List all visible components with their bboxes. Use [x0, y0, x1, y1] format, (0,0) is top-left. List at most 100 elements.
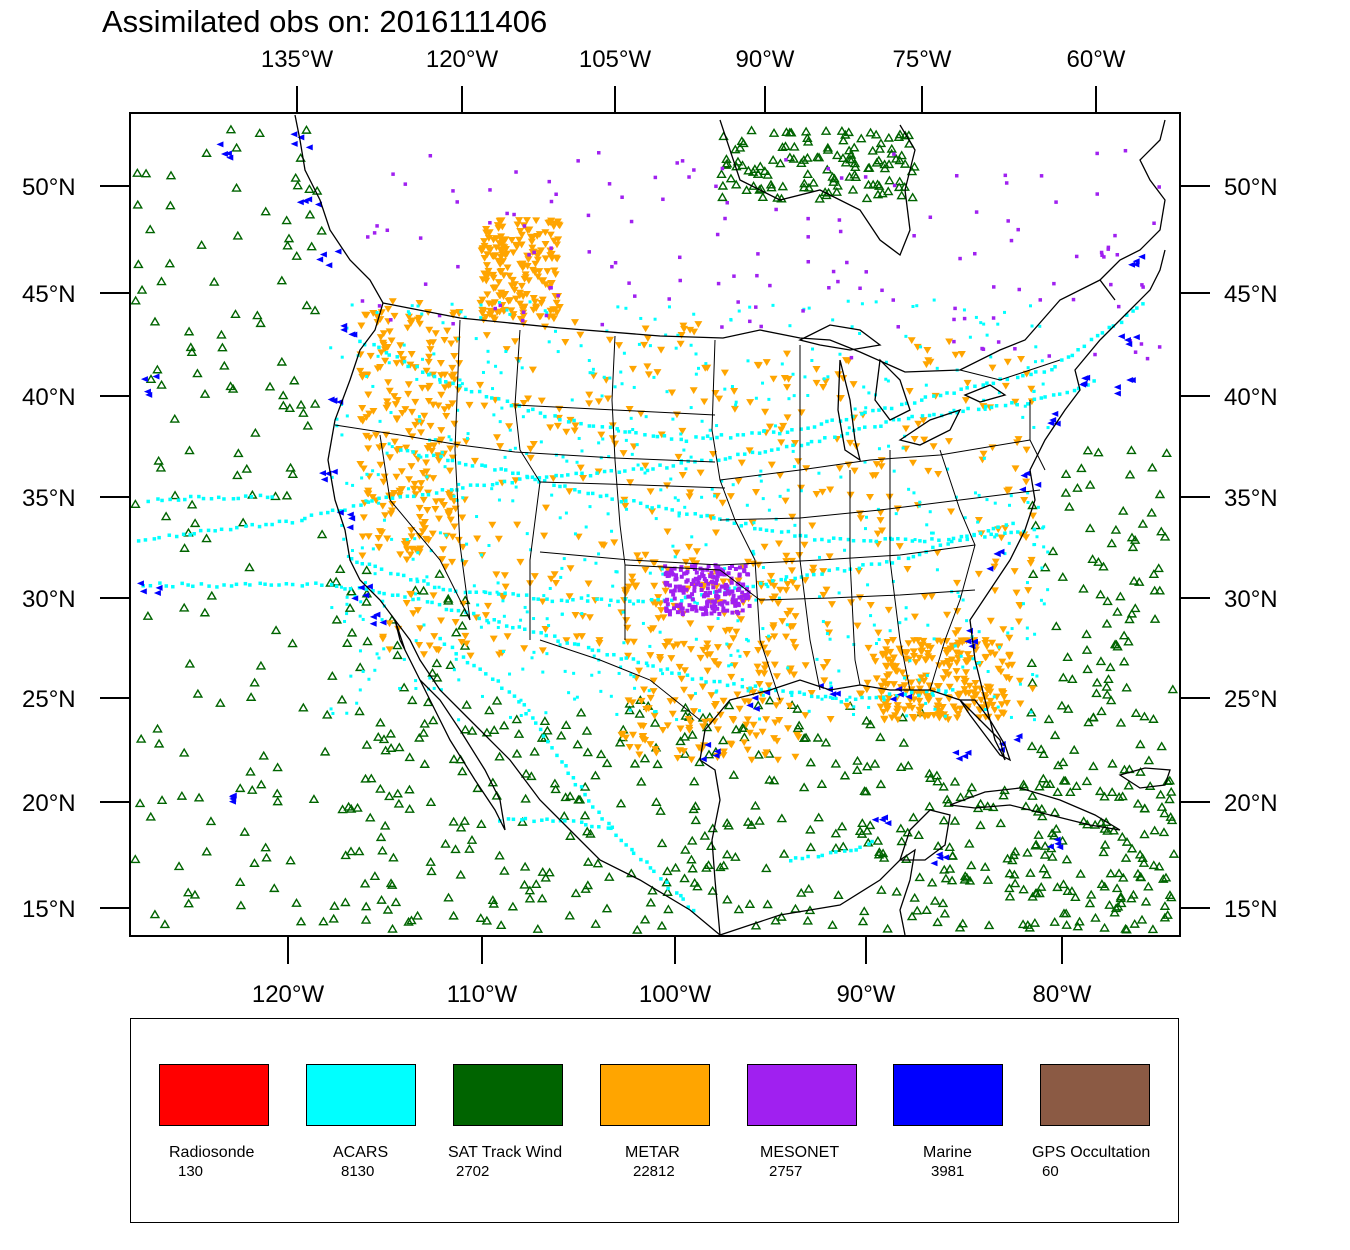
- acars-marker: [508, 312, 512, 316]
- metar-marker: [776, 586, 785, 594]
- sat-track-wind-marker: [767, 154, 779, 164]
- hudson-bay: [719, 119, 916, 257]
- acars-marker: [661, 572, 665, 576]
- metar-marker: [482, 332, 491, 339]
- mesonet-marker: [554, 192, 558, 197]
- acars-marker: [715, 689, 719, 693]
- sat-track-wind-marker: [1008, 850, 1019, 860]
- acars-marker: [632, 385, 636, 389]
- sat-track-wind-marker: [179, 543, 190, 552]
- sat-track-wind-marker: [1113, 792, 1125, 801]
- mesonet-marker: [737, 565, 742, 570]
- acars-marker: [979, 321, 983, 325]
- metar-marker: [443, 327, 452, 335]
- acars-marker: [479, 553, 483, 557]
- mesonet-marker: [747, 603, 752, 608]
- mesonet-marker: [663, 564, 668, 569]
- metar-marker: [426, 422, 435, 430]
- metar-marker: [822, 586, 831, 594]
- acars-marker: [422, 579, 426, 583]
- acars-marker: [675, 891, 679, 895]
- sat-track-wind-marker: [199, 607, 211, 617]
- acars-marker: [180, 581, 184, 586]
- metar-marker: [402, 556, 411, 564]
- metar-marker: [749, 721, 758, 729]
- acars-marker: [817, 471, 821, 475]
- marine-marker: [369, 620, 377, 627]
- metar-marker: [760, 665, 769, 673]
- acars-marker: [497, 620, 501, 624]
- acars-marker: [746, 359, 750, 363]
- acars-marker: [637, 342, 641, 346]
- acars-marker: [983, 407, 987, 411]
- metar-marker: [500, 306, 509, 314]
- acars-marker: [619, 838, 624, 843]
- acars-marker: [525, 452, 529, 456]
- acars-marker: [728, 436, 733, 440]
- acars-marker: [558, 417, 562, 422]
- mesonet-marker: [700, 567, 705, 572]
- metar-marker: [764, 635, 773, 643]
- metar-marker: [415, 642, 424, 649]
- metar-marker: [729, 635, 738, 643]
- acars-marker: [610, 825, 615, 830]
- sat-track-wind-marker: [864, 820, 876, 830]
- metar-marker: [431, 506, 440, 513]
- metar-marker: [635, 667, 644, 675]
- acars-marker: [438, 377, 442, 382]
- acars-marker: [812, 538, 817, 542]
- metar-marker: [539, 277, 548, 285]
- sat-track-wind-marker: [153, 738, 165, 748]
- metar-marker: [640, 686, 649, 694]
- acars-marker: [564, 511, 568, 515]
- sat-track-wind-marker: [1051, 823, 1062, 833]
- sat-track-wind-marker: [1034, 781, 1045, 791]
- mesonet-marker: [716, 565, 721, 570]
- legend-count: 130: [178, 1163, 204, 1180]
- metar-marker: [807, 690, 816, 697]
- metar-marker: [499, 594, 508, 602]
- sat-track-wind-marker: [1004, 883, 1015, 893]
- metar-marker: [783, 581, 792, 588]
- metar-marker: [480, 238, 489, 245]
- mesonet-marker: [694, 582, 699, 587]
- metar-marker: [907, 679, 916, 687]
- acars-marker: [922, 539, 927, 544]
- legend-count: 2702: [456, 1163, 490, 1180]
- acars-marker: [736, 452, 740, 457]
- sat-track-wind-marker: [891, 886, 902, 896]
- mesonet-marker: [1009, 238, 1014, 243]
- metar-marker: [1011, 398, 1020, 406]
- acars-marker: [373, 564, 377, 569]
- mesonet-marker: [705, 600, 710, 605]
- acars-marker: [767, 634, 771, 638]
- acars-marker: [572, 642, 577, 646]
- sat-track-wind-marker: [318, 916, 329, 926]
- acars-marker: [676, 333, 680, 337]
- metar-marker: [908, 714, 917, 721]
- acars-marker: [694, 372, 698, 376]
- metar-marker: [888, 662, 897, 670]
- metar-marker: [877, 463, 886, 471]
- metar-marker: [505, 423, 514, 430]
- metar-marker: [745, 447, 754, 455]
- sat-track-wind-marker: [130, 854, 141, 864]
- metar-marker: [775, 717, 784, 724]
- marine-marker: [964, 638, 972, 645]
- sat-track-wind-marker: [754, 184, 765, 194]
- sat-track-wind-marker: [861, 825, 873, 835]
- sat-track-wind-marker: [896, 150, 907, 160]
- acars-marker: [759, 479, 763, 483]
- sat-track-wind-marker: [1078, 583, 1089, 593]
- metar-marker: [531, 260, 540, 268]
- acars-marker: [844, 417, 849, 422]
- acars-marker: [1003, 531, 1007, 535]
- acars-marker: [257, 524, 262, 529]
- sat-track-wind-marker: [802, 915, 814, 925]
- acars-marker: [231, 497, 236, 501]
- acars-marker: [479, 625, 483, 629]
- acars-marker: [431, 453, 436, 458]
- acars-marker: [806, 394, 810, 398]
- sat-track-wind-marker: [258, 750, 269, 760]
- metar-marker: [510, 286, 519, 294]
